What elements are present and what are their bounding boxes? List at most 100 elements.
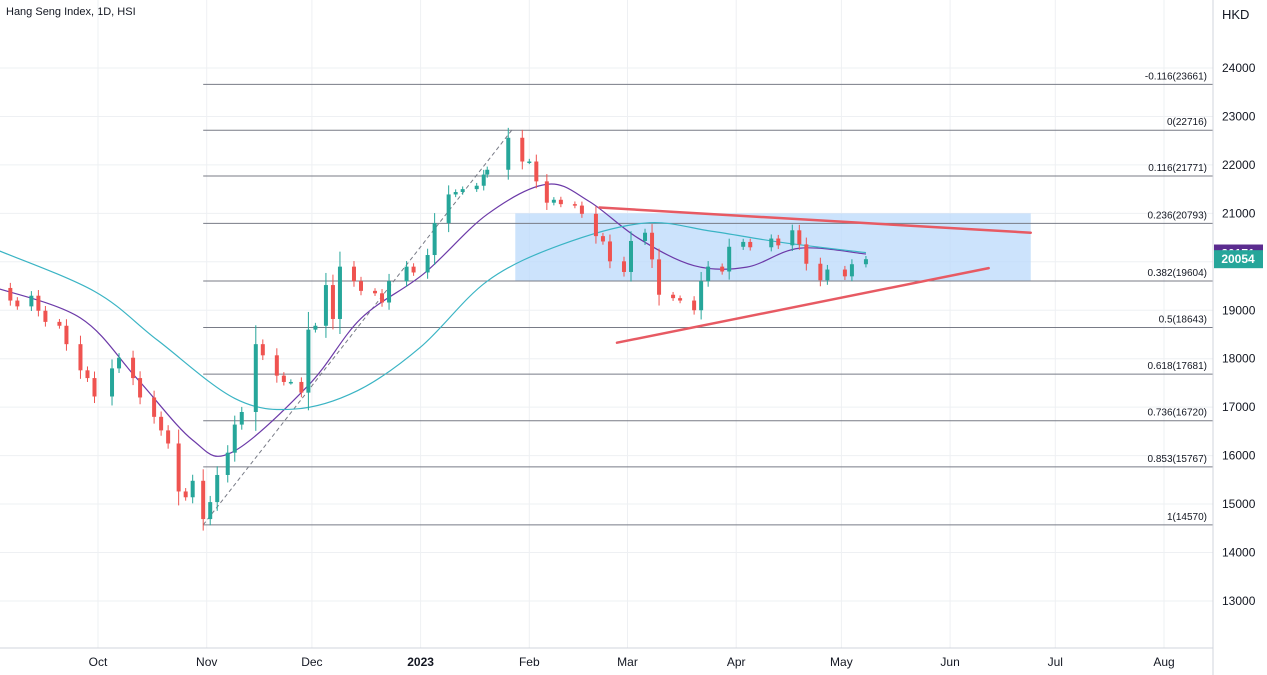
- fib-level-label: 0.116(21771): [1148, 163, 1207, 174]
- candle-body: [453, 192, 458, 195]
- candle-body: [544, 181, 549, 203]
- trendlines[interactable]: [598, 206, 1032, 344]
- candle-body: [432, 223, 437, 256]
- candle-body: [337, 266, 342, 319]
- candle-body: [215, 474, 220, 503]
- candle-body: [43, 310, 48, 322]
- candle-body: [387, 281, 392, 303]
- candle-body: [790, 230, 795, 246]
- grid: [0, 0, 1213, 648]
- candle-body: [741, 241, 746, 247]
- candle-body: [253, 344, 258, 412]
- candle-body: [748, 241, 753, 248]
- candle-body: [699, 281, 704, 311]
- candle-body: [534, 161, 539, 182]
- candle-body: [201, 480, 206, 520]
- candle-body: [380, 293, 385, 303]
- candle-body: [110, 368, 115, 397]
- candle-body: [351, 266, 356, 282]
- candle-body: [85, 370, 90, 379]
- candle-body: [607, 241, 612, 262]
- candle-body: [643, 232, 648, 241]
- currency-label: HKD: [1222, 7, 1250, 22]
- candle-body: [117, 357, 122, 369]
- y-axis-tick: 15000: [1222, 497, 1256, 511]
- y-axis-tick: 18000: [1222, 352, 1256, 366]
- fibonacci-levels: -0.116(23661) 0(22716) 0.116(21771) 0.236(2…: [203, 71, 1213, 526]
- candle-body: [572, 204, 577, 206]
- candle-body: [183, 491, 188, 498]
- fib-level-label: 0.736(16720): [1148, 408, 1208, 419]
- candle-body: [208, 502, 213, 520]
- candle-body: [330, 285, 335, 319]
- candle-body: [460, 189, 465, 193]
- price-badge-bg: [1214, 250, 1263, 269]
- candle-body: [159, 416, 164, 431]
- x-axis-tick: 2023: [407, 655, 434, 669]
- candle-body: [797, 230, 802, 245]
- fib-level-label: 0.853(15767): [1148, 454, 1208, 465]
- candle-body: [551, 199, 556, 203]
- candle-body: [288, 381, 293, 384]
- candle-body: [769, 238, 774, 248]
- candle-body: [274, 355, 279, 376]
- candle-body: [804, 244, 809, 264]
- candle-body: [225, 452, 230, 475]
- candle-body: [239, 411, 244, 425]
- candle-body: [281, 375, 286, 382]
- candle-body: [152, 397, 157, 417]
- candle-body: [579, 205, 584, 214]
- candle-body: [485, 169, 490, 175]
- candle-body: [176, 443, 181, 492]
- candle-body: [373, 290, 378, 294]
- x-axis-tick: Oct: [89, 655, 108, 669]
- candle-body: [29, 295, 34, 307]
- fib-level-label: 1(14570): [1167, 512, 1207, 523]
- candle-body: [404, 266, 409, 282]
- candle-body: [131, 357, 136, 379]
- x-axis-tick: Nov: [196, 655, 217, 669]
- fib-level-label: -0.116(23661): [1145, 71, 1207, 82]
- candle-body: [527, 161, 532, 164]
- candle-body: [727, 246, 732, 272]
- trendline-support: [615, 266, 990, 344]
- x-axis-tick: Jun: [940, 655, 959, 669]
- candle-body: [57, 321, 62, 326]
- candle-body: [446, 194, 451, 224]
- candle-body: [411, 266, 416, 273]
- candle-body: [692, 300, 697, 311]
- candle-body: [313, 325, 318, 330]
- candle-body: [657, 259, 662, 295]
- candle-body: [64, 325, 69, 345]
- candle-body: [825, 269, 830, 281]
- candle-body: [481, 174, 486, 186]
- candle-body: [706, 266, 711, 282]
- fib-level-label: 0.236(20793): [1148, 210, 1208, 221]
- candle-body: [520, 137, 525, 162]
- candle-body: [621, 261, 626, 272]
- candle-body: [425, 255, 430, 273]
- y-axis-tick: 17000: [1222, 400, 1256, 414]
- candle-body: [863, 259, 868, 265]
- x-axis-tick: Feb: [519, 655, 540, 669]
- candle-body: [593, 213, 598, 237]
- y-axis-tick: 23000: [1222, 109, 1256, 123]
- y-axis-tick: 13000: [1222, 594, 1256, 608]
- candle-body: [629, 240, 633, 272]
- candle-body: [138, 378, 143, 398]
- candle-body: [358, 281, 363, 291]
- candle-body: [299, 381, 304, 393]
- candle-body: [671, 294, 676, 299]
- candle-body: [650, 232, 655, 260]
- candle-body: [36, 295, 41, 311]
- y-axis-tick: 16000: [1222, 449, 1256, 463]
- candle-body: [558, 199, 563, 205]
- candle-body: [323, 285, 328, 326]
- candle-body: [474, 185, 479, 190]
- candle-body: [818, 263, 823, 281]
- fib-level-label: 0(22716): [1167, 117, 1207, 128]
- candle-body: [776, 238, 781, 246]
- candle-body: [232, 424, 237, 453]
